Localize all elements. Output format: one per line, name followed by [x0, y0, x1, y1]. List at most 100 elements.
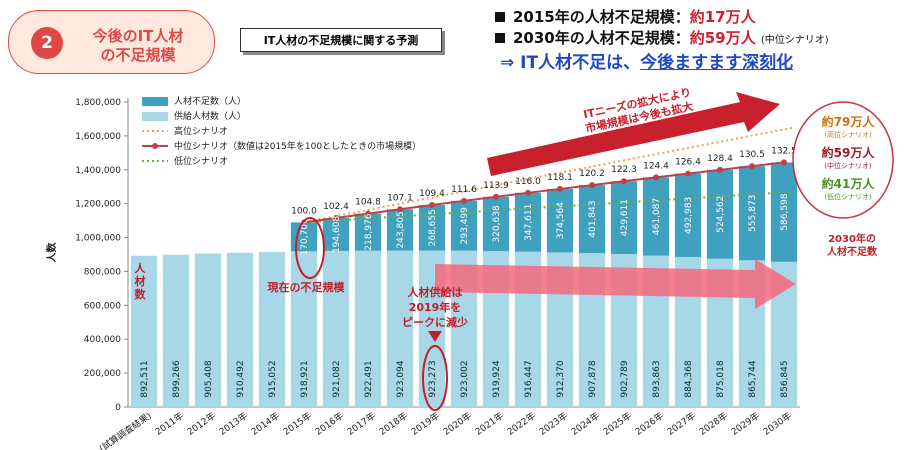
y-tick-label: 400,000 [84, 335, 121, 345]
legend-label: 供給人材数（人） [174, 110, 246, 122]
y-tick-label: 200,000 [84, 369, 121, 379]
supply-bar [130, 255, 158, 407]
peak-label-3: ピークに減少 [402, 315, 468, 329]
legend-swatch [142, 112, 168, 121]
shortage-bar [770, 162, 798, 262]
y-tick-label: 1,400,000 [75, 166, 121, 176]
shortage-value-label: 586,598 [780, 193, 790, 230]
supply-value-label: 856,845 [780, 360, 790, 397]
supply-bar [386, 250, 414, 407]
mid-scenario-note: (中位シナリオ) [824, 161, 872, 170]
mid-scenario-marker [749, 163, 755, 170]
low-scenario-note: (低位シナリオ) [824, 192, 872, 201]
market-index-label: 104.8 [355, 198, 381, 208]
shortage-bar [674, 173, 702, 258]
supply-value-label: 884,368 [684, 360, 694, 397]
headline-2030-value: 約59万人 [689, 29, 756, 47]
shortage-value-label: 374,564 [556, 202, 566, 239]
headline-2015-value: 約17万人 [689, 8, 756, 26]
x-tick-label: 2014年 [249, 410, 282, 438]
x-tick-label: 2019年 [409, 410, 442, 438]
peak-down-arrow-icon [428, 331, 442, 342]
market-index-label: 100.0 [291, 206, 317, 216]
current-shortage-circle [295, 217, 325, 279]
supply-decline-arrow [435, 259, 796, 309]
shortage-value-label: 401,843 [588, 201, 598, 238]
shortage-value-label: 492,983 [684, 197, 694, 234]
legend-label: 高位シナリオ [174, 125, 228, 137]
x-tick-label: (試算調査結果) [97, 410, 154, 450]
market-index-label: 116.0 [515, 177, 541, 187]
x-tick-label: 2023年 [537, 410, 570, 438]
high-scenario-line [303, 126, 795, 224]
shortage-2030-label-2: 人材不足数 [827, 245, 878, 258]
low-scenario-value: 約41万人 [822, 176, 876, 191]
shortage-value-label: 170,700 [300, 218, 310, 255]
market-index-label: 118.1 [547, 173, 573, 183]
shortage-bar [514, 192, 542, 252]
x-tick-label: 2021年 [473, 410, 506, 438]
supply-value-label: 915,052 [268, 360, 278, 397]
section-badge: 2 今後のIT人材 の不足規模 [8, 10, 215, 74]
mid-scenario-marker [365, 210, 371, 217]
market-growth-arrow [487, 92, 780, 176]
x-tick-label: 2024年 [569, 410, 602, 438]
mid-scenario-marker [621, 178, 627, 185]
x-tick-label: 2022年 [505, 410, 538, 438]
badge-line1: 今後のIT人材 [92, 27, 184, 45]
headline-2030-note: (中位シナリオ) [760, 35, 829, 46]
shortage-value-label: 194,608 [332, 216, 342, 253]
shortage-bar [482, 196, 510, 252]
shortage-bar [546, 188, 574, 253]
headline-2030: 2030年の人材不足規模：約59万人 (中位シナリオ) [495, 27, 829, 48]
shortage-2030-label-1: 2030年の [828, 232, 876, 245]
section-number: 2 [31, 27, 63, 59]
peak-label-1: 人材供給は [408, 285, 463, 299]
supply-bar [194, 253, 222, 407]
headline-conclusion: ⇒ IT人材不足は、今後ますます深刻化 [500, 48, 793, 73]
supply-value-label: 912,370 [556, 360, 566, 397]
headline-conclusion-emph: 今後ますます深刻化 [640, 53, 794, 73]
headline-2030-prefix: 2030年の人材不足規模： [513, 29, 690, 47]
y-tick-label: 1,600,000 [75, 132, 121, 142]
y-tick-label: 800,000 [84, 267, 121, 277]
shortage-bar [738, 166, 766, 261]
y-tick-label: 0 [115, 403, 121, 413]
x-tick-label: 2020年 [441, 410, 474, 438]
low-scenario-line [303, 190, 795, 224]
y-axis-label: 人数 [45, 242, 58, 263]
market-index-label: 113.9 [483, 181, 509, 191]
bars-label: 人材数 [135, 261, 147, 301]
legend-swatch [142, 97, 168, 106]
shortage-value-label: 524,562 [716, 196, 726, 233]
shortage-value-label: 218,976 [364, 213, 374, 250]
x-tick-label: 2028年 [697, 410, 730, 438]
market-index-label: 102.4 [323, 202, 349, 212]
supply-value-label: 902,789 [620, 360, 630, 397]
mid-scenario-marker [333, 214, 339, 221]
high-scenario-note: (高位シナリオ) [824, 130, 872, 139]
market-index-label: 109.4 [419, 189, 445, 199]
supply-bar [258, 251, 286, 407]
x-tick-label: 2027年 [665, 410, 698, 438]
mid-scenario-marker [525, 189, 531, 196]
supply-bar [354, 250, 382, 407]
legend-label: 人材不足数（人） [174, 95, 246, 107]
badge-line2: の不足規模 [100, 46, 176, 64]
mid-scenario-marker [589, 182, 595, 189]
mid-scenario-marker [557, 185, 563, 192]
legend-label: 中位シナリオ（数値は2015年を100としたときの市場規模） [174, 140, 421, 152]
supply-value-label: 923,002 [460, 360, 470, 397]
mid-scenario-marker [461, 197, 467, 204]
legend-swatch-marker [152, 143, 158, 149]
headline-2015: 2015年の人材不足規模：約17万人 [495, 6, 756, 27]
y-tick-label: 1,000,000 [75, 234, 121, 244]
shortage-bar [578, 185, 606, 254]
mid-scenario-marker [397, 206, 403, 213]
bullet-square-icon [495, 12, 505, 22]
x-tick-label: 2016年 [313, 410, 346, 438]
current-shortage-label: 現在の不足規模 [268, 280, 346, 294]
supply-value-label: 923,273 [428, 360, 438, 397]
supply-value-label: 921,082 [332, 360, 342, 397]
